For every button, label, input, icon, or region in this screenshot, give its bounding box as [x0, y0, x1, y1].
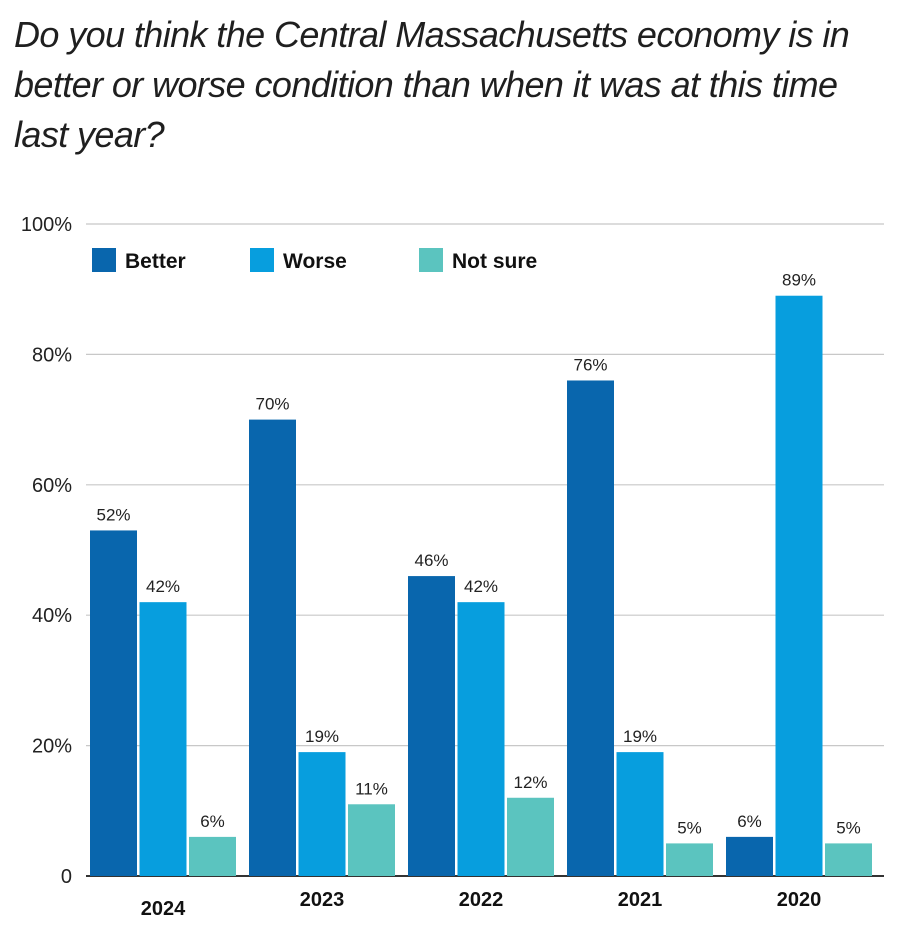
x-category-2020: 2020: [777, 889, 822, 911]
bar-2024-worse: [139, 602, 187, 876]
y-tick-label-80: 80%: [32, 344, 72, 366]
data-label-2022-not-sure: 12%: [513, 773, 547, 792]
legend-swatch-better: [92, 248, 116, 272]
y-tick-label-100: 100%: [21, 214, 72, 236]
chart-title: Do you think the Central Massachusetts e…: [14, 14, 850, 155]
data-label-2021-better: 76%: [573, 355, 607, 374]
bar-2020-better: [726, 836, 773, 876]
bar-2024-better: [90, 530, 137, 876]
bar-2020-not-sure: [825, 843, 872, 876]
legend: Better Worse Not sure: [92, 248, 537, 273]
data-label-2023-not-sure: 11%: [355, 779, 388, 798]
bar-2023-not-sure: [348, 804, 395, 876]
data-label-2022-worse: 42%: [464, 577, 498, 596]
data-label-2021-worse: 19%: [623, 727, 657, 746]
data-label-2023-worse: 19%: [305, 727, 339, 746]
bar-2024-not-sure: [189, 836, 236, 876]
bar-2022-better: [408, 576, 455, 876]
x-category-2023: 2023: [300, 889, 345, 911]
x-category-2021: 2021: [618, 889, 663, 911]
data-label-2020-not-sure: 5%: [836, 818, 861, 837]
y-tick-label-20: 20%: [32, 736, 72, 758]
bar-2020-worse: [775, 295, 823, 877]
x-category-2022: 2022: [459, 889, 504, 911]
bar-2021-better: [567, 380, 614, 876]
data-label-2024-not-sure: 6%: [200, 812, 225, 831]
data-label-2024-better: 52%: [96, 505, 130, 524]
data-label-2021-not-sure: 5%: [677, 818, 702, 837]
y-tick-label-0: 0: [61, 866, 72, 888]
y-axis-ticks: 0 20% 40% 60% 80% 100%: [21, 214, 72, 888]
bar-2023-better: [249, 419, 296, 876]
data-label-2023-better: 70%: [255, 395, 289, 414]
legend-swatch-worse: [250, 248, 274, 272]
data-labels: 52% 42% 6% 70% 19% 11% 46% 42% 12% 76% 19% 5% 6% 89% 5…: [96, 271, 860, 838]
y-tick-label-60: 60%: [32, 475, 72, 497]
bar-2023-worse: [298, 752, 346, 876]
bar-2021-not-sure: [666, 843, 713, 876]
data-label-2020-worse: 89%: [782, 271, 816, 290]
data-label-2024-worse: 42%: [146, 577, 180, 596]
bar-2022-worse: [457, 602, 505, 876]
legend-label-better: Better: [125, 250, 186, 273]
data-label-2020-better: 6%: [737, 812, 762, 831]
y-tick-label-40: 40%: [32, 605, 72, 627]
legend-label-not-sure: Not sure: [452, 250, 537, 273]
bar-2022-not-sure: [507, 797, 554, 876]
bar-2021-worse: [616, 752, 664, 876]
legend-swatch-not-sure: [419, 248, 443, 272]
bars: [90, 295, 872, 877]
data-label-2022-better: 46%: [414, 551, 448, 570]
x-axis-categories: 2024 2023 2022 2021 2020: [141, 889, 822, 920]
legend-label-worse: Worse: [283, 250, 347, 273]
x-category-2024: 2024: [141, 898, 186, 920]
